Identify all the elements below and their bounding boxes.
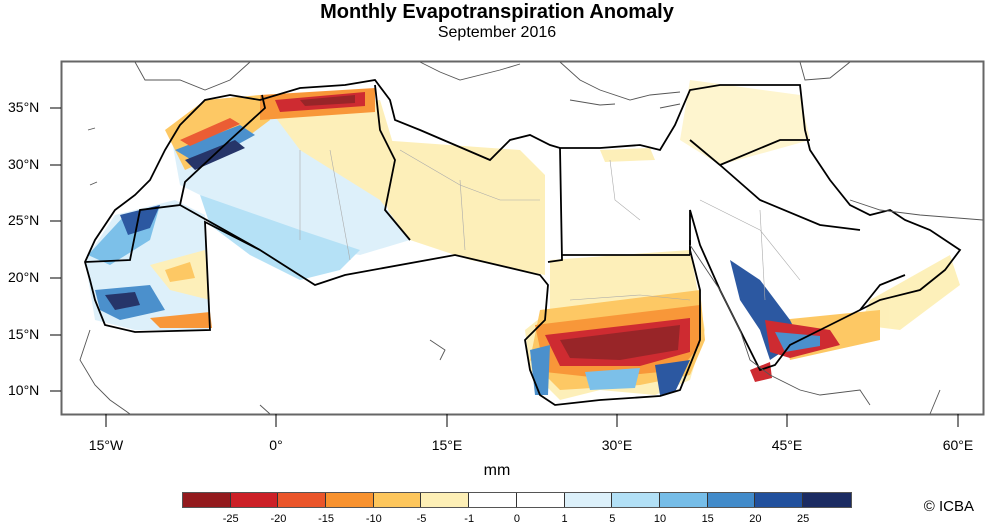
colorbar-level-label: 5 xyxy=(609,513,616,525)
colorbar-swatch xyxy=(755,493,803,507)
unit-label: mm xyxy=(483,462,511,479)
colorbar xyxy=(182,492,852,508)
map-title: Monthly Evapotranspiration Anomaly xyxy=(320,1,674,23)
colorbar-level-label: -15 xyxy=(318,513,335,525)
colorbar-swatch xyxy=(802,493,851,507)
mena-borders xyxy=(84,79,962,406)
colorbar-swatch xyxy=(230,493,279,507)
colorbar-swatch xyxy=(326,493,374,507)
colorbar-level-label: 20 xyxy=(749,513,762,525)
colorbar-level-label: -5 xyxy=(416,513,427,525)
province-lines xyxy=(299,149,801,301)
colorbar-swatch xyxy=(659,493,708,507)
colorbar-swatch xyxy=(564,493,613,507)
lat-tick-label: 10°N xyxy=(8,382,40,398)
colorbar-swatch xyxy=(183,493,231,507)
colorbar-swatch xyxy=(373,493,422,507)
lat-tick-label: 30°N xyxy=(8,156,40,172)
colorbar-swatch xyxy=(469,493,517,507)
colorbar-level-label: 15 xyxy=(701,513,714,525)
lat-tick-label: 35°N xyxy=(8,99,40,115)
lon-tick-label: 30°E xyxy=(601,437,633,453)
colorbar-level-label: -10 xyxy=(365,513,382,525)
lon-tick-label: 60°E xyxy=(942,437,974,453)
map-subtitle: September 2016 xyxy=(437,24,557,41)
lat-tick-label: 15°N xyxy=(8,326,40,342)
colorbar-level-label: 25 xyxy=(796,513,810,525)
colorbar-level-label: -1 xyxy=(464,513,475,525)
colorbar-swatch xyxy=(516,493,565,507)
colorbar-level-label: 0 xyxy=(513,513,520,525)
lat-tick-label: 25°N xyxy=(8,212,40,228)
colorbar-swatch xyxy=(707,493,756,507)
colorbar-level-label: 10 xyxy=(653,513,667,525)
lat-tick-label: 20°N xyxy=(8,269,40,285)
colorbar-swatch xyxy=(421,493,470,507)
axis-ticks xyxy=(50,107,959,427)
lon-tick-label: 0° xyxy=(269,437,283,453)
colorbar-level-label: -25 xyxy=(222,513,239,525)
lon-tick-label: 45°E xyxy=(771,437,803,453)
credit-text: © ICBA xyxy=(923,498,974,515)
lon-tick-label: 15°W xyxy=(88,437,124,453)
colorbar-level-label: -20 xyxy=(270,513,287,525)
colorbar-swatch xyxy=(278,493,327,507)
lon-tick-label: 15°E xyxy=(431,437,463,453)
colorbar-level-label: 1 xyxy=(561,513,568,525)
colorbar-swatch xyxy=(612,493,660,507)
other-coastlines xyxy=(79,61,984,415)
